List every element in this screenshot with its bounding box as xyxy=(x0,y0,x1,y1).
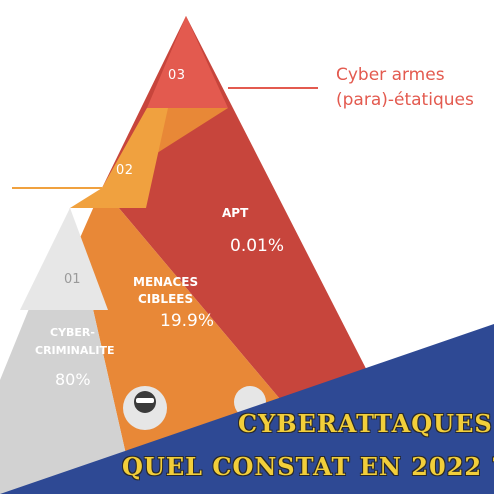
hacker-avatar-glasses xyxy=(136,398,154,403)
side-label-line1: Cyber armes xyxy=(336,65,445,85)
level-01-value: 80% xyxy=(55,370,91,389)
level-02-orange-tip xyxy=(70,108,168,208)
level-03-value: 0.01% xyxy=(230,236,285,256)
level-01-gray-band xyxy=(0,208,135,494)
level-02-orange-band xyxy=(35,108,360,494)
banner-title-line1: CYBERATTAQUES xyxy=(238,409,493,438)
level-01-number: 01 xyxy=(64,272,81,287)
level-02-name-line2: CIBLEES xyxy=(138,292,194,306)
level-03-name: APT xyxy=(222,206,249,220)
side-label: Cyber armes (para)-étatiques xyxy=(336,63,474,113)
level-01-name-line2: CRIMINALITE xyxy=(35,344,115,357)
level-03-number: 03 xyxy=(168,68,186,83)
title-banner xyxy=(0,324,494,494)
level-03-red-tip xyxy=(147,16,228,108)
level-01-name-line1: CYBER- xyxy=(50,326,95,339)
level-01-gray-tip xyxy=(20,208,108,310)
level-02-value: 19.9% xyxy=(160,311,215,331)
side-label-line2: (para)-étatiques xyxy=(336,90,474,110)
level-02-number: 02 xyxy=(116,163,134,178)
banner-title-line2: QUEL CONSTAT EN 2022 ? xyxy=(122,452,494,481)
level-02-name-line1: MENACES xyxy=(133,275,199,289)
